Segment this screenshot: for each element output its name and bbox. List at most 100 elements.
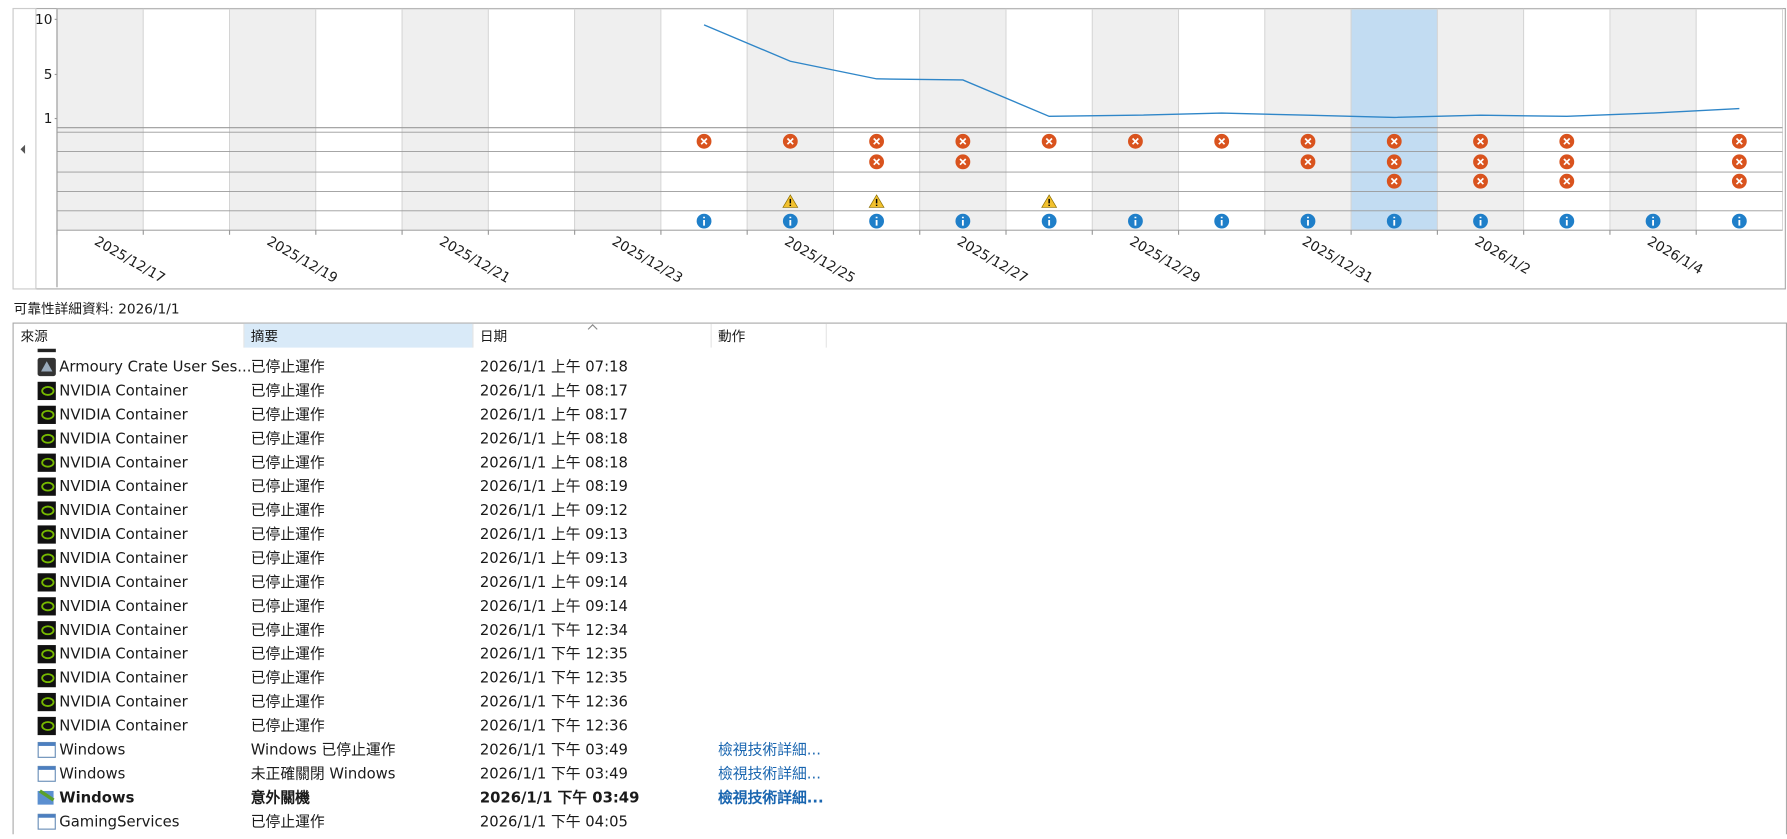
error-x [1563, 177, 1571, 185]
column-header[interactable]: 來源 [21, 329, 49, 345]
detail-row[interactable]: NVIDIA Container 已停止運作 2026/1/1 上午 08:18 [37, 429, 628, 448]
detail-row[interactable]: Windows 未正確關閉 Windows 2026/1/1 下午 03:49 檢視技… [37, 765, 821, 782]
day-column[interactable] [1695, 8, 1783, 231]
day-column[interactable] [1523, 8, 1611, 231]
info-icon [1041, 213, 1057, 229]
detail-row[interactable]: NVIDIA Container 已停止運作 2026/1/1 下午 12:36 [37, 692, 628, 712]
day-column[interactable] [401, 8, 489, 231]
day-column[interactable] [1091, 8, 1180, 231]
summary: 已停止運作 [251, 406, 325, 423]
error-icon [1559, 154, 1575, 170]
date: 2026/1/1 下午 12:36 [480, 718, 628, 735]
column-header[interactable]: 摘要 [251, 328, 278, 345]
error-icon [869, 154, 885, 170]
detail-row[interactable]: NVIDIA Container 已停止運作 2026/1/1 上午 08:19 [37, 477, 628, 496]
info-icon [1645, 213, 1661, 229]
nvidia-icon [37, 669, 56, 688]
error-x [1477, 137, 1484, 145]
error-icon [1300, 154, 1316, 170]
sort-caret [587, 324, 598, 330]
nvidia-eye [41, 625, 55, 636]
day-column[interactable] [746, 8, 834, 231]
detail-row[interactable]: NVIDIA Container 已停止運作 2026/1/1 下午 12:34 [37, 621, 628, 640]
shutdown-icon [37, 790, 54, 805]
error-x [1131, 137, 1139, 145]
nvidia-eye [41, 649, 55, 660]
detail-row[interactable]: Armoury Crate User Ses... 已停止運作 2026/1/1 上… [37, 357, 628, 377]
detail-row[interactable]: NVIDIA Container 已停止運作 2026/1/1 上午 08:18 [37, 453, 628, 472]
error-x [700, 137, 708, 145]
detail-row[interactable]: NVIDIA Container 已停止運作 2026/1/1 下午 12:36 [37, 716, 628, 736]
details-title: 可靠性詳細資料: 2026/1/1 [14, 301, 180, 317]
detail-row[interactable]: NVIDIA Container 已停止運作 2026/1/1 上午 09:14 [37, 597, 628, 616]
error-icon [1473, 173, 1488, 189]
source: NVIDIA Container [59, 406, 188, 423]
detail-row[interactable]: NVIDIA Container 已停止運作 2026/1/1 下午 12:35 [37, 669, 628, 688]
nvidia-eye [41, 409, 55, 420]
day-column[interactable] [229, 8, 317, 231]
day-column[interactable] [487, 8, 576, 231]
summary: Windows 已停止運作 [251, 741, 396, 758]
date: 2026/1/1 下午 03:49 [480, 765, 628, 782]
detail-row[interactable]: NVIDIA Container 已停止運作 2026/1/1 上午 09:12 [37, 501, 628, 520]
warning-icon [868, 194, 885, 208]
day-column[interactable] [574, 8, 662, 231]
day-column[interactable] [56, 8, 144, 231]
source: NVIDIA Container [59, 718, 188, 735]
detail-row[interactable]: NVIDIA Container 已停止運作 2026/1/1 下午 12:35 [37, 645, 628, 664]
info-icon [1731, 213, 1747, 229]
error-icon [955, 133, 971, 149]
action-link[interactable]: 檢視技術詳細... [718, 741, 821, 758]
summary: 已停止運作 [251, 430, 325, 447]
detail-row[interactable]: NVIDIA Container 已停止運作 2026/1/1 上午 09:14 [37, 573, 628, 592]
detail-row[interactable]: NVIDIA Container 已停止運作 2026/1/1 上午 09:13 [37, 525, 628, 544]
detail-row[interactable]: GamingServices 已停止運作 2026/1/1 下午 04:05 [37, 813, 628, 830]
detail-row[interactable]: Windows 意外關機 2026/1/1 下午 03:49 檢視技術詳細... [37, 788, 824, 806]
action-link[interactable]: 檢視技術詳細... [718, 765, 821, 782]
error-x [959, 137, 967, 145]
day-column[interactable] [1178, 8, 1266, 231]
source: NVIDIA Container [59, 502, 188, 519]
scroll-arrow [20, 144, 26, 154]
date: 2026/1/1 上午 09:14 [480, 574, 628, 591]
day-column[interactable] [1350, 8, 1438, 231]
error-icon [1300, 133, 1316, 149]
error-icon [1386, 154, 1402, 170]
day-column[interactable] [660, 8, 748, 231]
summary: 已停止運作 [251, 382, 325, 399]
error-icon [1214, 133, 1230, 149]
day-column[interactable] [315, 8, 403, 231]
source: NVIDIA Container [59, 646, 188, 663]
day-column[interactable] [142, 8, 230, 231]
day-column[interactable] [919, 8, 1007, 231]
day-column[interactable] [1264, 8, 1352, 231]
nvidia-icon [37, 716, 56, 736]
error-x [1735, 137, 1743, 145]
day-column[interactable] [833, 8, 921, 231]
error-x [1735, 177, 1743, 185]
detail-row[interactable]: NVIDIA Container 已停止運作 2026/1/1 上午 09:13 [37, 549, 628, 568]
date: 2026/1/1 上午 08:17 [480, 382, 628, 399]
detail-row[interactable]: NVIDIA Container 已停止運作 2026/1/1 上午 08:17 [37, 381, 628, 401]
nvidia-eye [41, 697, 55, 707]
error-x [1390, 137, 1398, 145]
action-link[interactable]: 檢視技術詳細... [718, 788, 824, 806]
error-x [959, 158, 967, 166]
day-column[interactable] [1436, 8, 1525, 231]
summary: 已停止運作 [251, 574, 325, 591]
source: NVIDIA Container [59, 670, 188, 687]
nvidia-eye [41, 386, 55, 396]
nvidia-eye [41, 577, 55, 588]
source: NVIDIA Container [59, 574, 188, 591]
error-x [1390, 158, 1398, 166]
info-icon [1386, 213, 1402, 229]
column-header[interactable]: 動作 [718, 329, 746, 345]
detail-row[interactable]: NVIDIA Container 已停止運作 2026/1/1 上午 08:17 [37, 405, 628, 424]
detail-row[interactable]: Windows Windows 已停止運作 2026/1/1 下午 03:49 檢視技… [37, 741, 821, 758]
summary: 未正確關閉 Windows [251, 765, 396, 782]
column-header[interactable]: 日期 [480, 329, 507, 345]
nvidia-icon [37, 645, 56, 664]
day-column[interactable] [1609, 8, 1697, 231]
